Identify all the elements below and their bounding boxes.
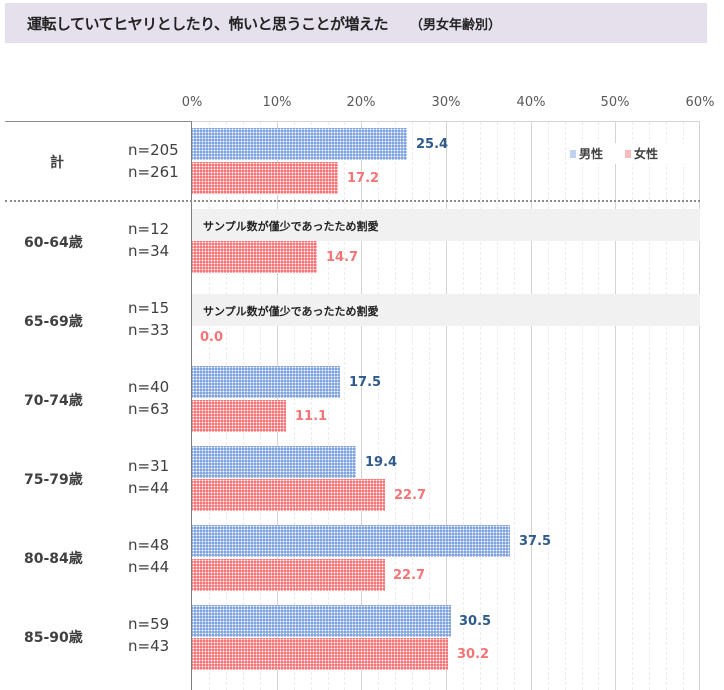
gridline-minor (311, 122, 312, 690)
y-axis-line (191, 122, 192, 690)
total-separator (5, 200, 700, 202)
n-female-70-74: n=63 (128, 400, 170, 418)
group-label-total: 計 (50, 155, 64, 171)
x-tick-40: 40% (516, 95, 546, 110)
bar-male-85-90 (192, 605, 451, 637)
bar-male-75-79 (192, 446, 356, 478)
n-male-85-90: n=59 (128, 615, 170, 633)
na-band-male-65-69 (192, 294, 700, 326)
gridline-minor (497, 122, 498, 690)
bar-female-80-84 (192, 559, 385, 591)
n-male-70-74: n=40 (128, 378, 170, 396)
group-label-80-84: 80-84歳 (24, 551, 83, 567)
gridline-minor (344, 122, 345, 690)
n-male-80-84: n=48 (128, 536, 170, 554)
group-label-70-74: 70-74歳 (24, 393, 83, 409)
value-male-70-74: 17.5 (349, 375, 382, 390)
x-tick-50: 50% (600, 95, 630, 110)
header-divider (5, 121, 192, 122)
bar-female-60-64 (192, 241, 317, 273)
bar-female-75-79 (192, 479, 385, 511)
bar-male-70-74 (192, 366, 340, 398)
title-bar: 運転していてヒヤリとしたり、怖いと思うことが増えた （男女年齢別） (5, 3, 707, 43)
gridline-minor (412, 122, 413, 690)
n-female-75-79: n=44 (128, 479, 170, 497)
legend-item-male: 男性 (570, 145, 603, 162)
gridline-minor (429, 122, 430, 690)
gridline-minor (514, 122, 515, 690)
gridline-minor (294, 122, 295, 690)
na-band-male-60-64 (192, 209, 700, 241)
gridline-20 (361, 122, 362, 690)
gridline-60 (699, 122, 700, 690)
group-label-60-64: 60-64歳 (24, 235, 83, 251)
value-female-70-74: 11.1 (295, 409, 328, 424)
n-female-85-90: n=43 (128, 637, 170, 655)
group-label-65-69: 65-69歳 (24, 314, 83, 330)
gridline-minor (666, 122, 667, 690)
legend-item-female: 女性 (625, 145, 658, 162)
value-female-85-90: 30.2 (457, 647, 490, 662)
gridline-30 (446, 122, 447, 690)
legend-label-male: 男性 (579, 147, 604, 161)
n-male-75-79: n=31 (128, 457, 170, 475)
x-tick-20: 20% (346, 95, 376, 110)
gridline-50 (615, 122, 616, 690)
bar-female-70-74 (192, 400, 286, 432)
male-swatch-icon (570, 149, 576, 158)
value-male-85-90: 30.5 (459, 614, 492, 629)
gridline-minor (683, 122, 684, 690)
na-text-60-64: サンプル数が僅少であったため割愛 (203, 220, 379, 233)
x-tick-30: 30% (431, 95, 461, 110)
gridline-minor (480, 122, 481, 690)
gridline-40 (531, 122, 532, 690)
gridline-minor (649, 122, 650, 690)
value-male-80-84: 37.5 (519, 534, 552, 549)
n-female-65-69: n=33 (128, 321, 170, 339)
female-swatch-icon (625, 149, 632, 158)
value-female-60-64: 14.7 (326, 250, 359, 265)
value-male-total: 25.4 (416, 137, 449, 152)
group-label-75-79: 75-79歳 (24, 472, 83, 488)
bar-female-85-90 (192, 638, 448, 670)
value-female-65-69: 0.0 (200, 330, 224, 345)
chart-subtitle: （男女年齢別） (410, 17, 502, 33)
value-female-75-79: 22.7 (394, 488, 427, 503)
bar-male-total (192, 128, 407, 160)
n-male-65-69: n=15 (128, 299, 170, 317)
x-tick-10: 10% (262, 95, 292, 110)
gridline-minor (582, 122, 583, 690)
gridline-minor (463, 122, 464, 690)
chart-title: 運転していてヒヤリとしたり、怖いと思うことが増えた (27, 14, 389, 33)
group-label-85-90: 85-90歳 (24, 630, 83, 646)
n-male-total: n=205 (128, 141, 179, 159)
gridline-minor (328, 122, 329, 690)
plot-top-border (192, 121, 700, 122)
gridline-minor (632, 122, 633, 690)
n-female-total: n=261 (128, 163, 179, 181)
value-female-total: 17.2 (347, 171, 380, 186)
na-text-65-69: サンプル数が僅少であったため割愛 (203, 305, 379, 318)
n-male-60-64: n=12 (128, 220, 170, 238)
gridline-minor (548, 122, 549, 690)
legend-label-female: 女性 (634, 147, 659, 161)
value-female-80-84: 22.7 (393, 568, 426, 583)
gridline-minor (598, 122, 599, 690)
x-tick-60: 60% (685, 95, 715, 110)
n-female-60-64: n=34 (128, 242, 170, 260)
x-tick-0: 0% (181, 95, 203, 110)
gridline-minor (378, 122, 379, 690)
gridline-minor (565, 122, 566, 690)
legend: 男性 女性 (566, 143, 685, 164)
n-female-80-84: n=44 (128, 558, 170, 576)
value-male-75-79: 19.4 (365, 455, 398, 470)
gridline-minor (395, 122, 396, 690)
bar-male-80-84 (192, 525, 510, 557)
bar-female-total (192, 162, 338, 194)
